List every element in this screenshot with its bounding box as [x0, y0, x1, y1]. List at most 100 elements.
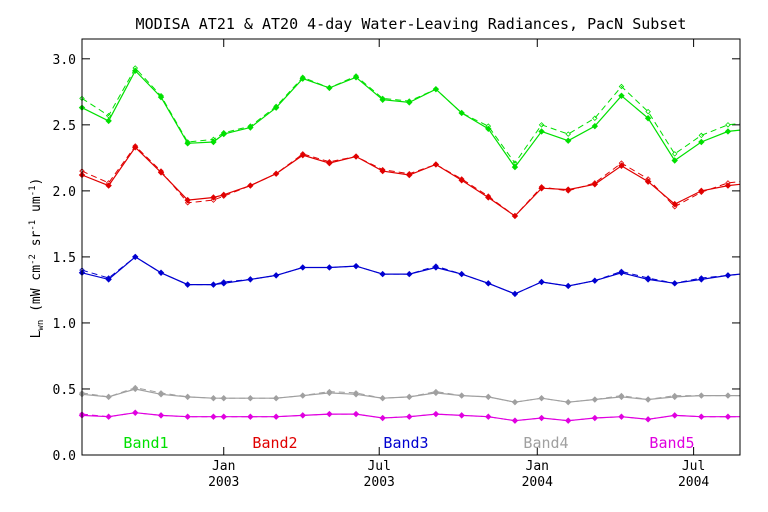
band3-dashed-point: [698, 275, 705, 281]
band4-dashed-point: [210, 395, 217, 401]
band5-dashed-point: [326, 411, 333, 417]
band4-dashed-point: [671, 392, 678, 399]
band4-dashed-point: [698, 392, 705, 399]
band3-dashed-point: [433, 263, 439, 269]
band1-point: [724, 128, 732, 135]
band2-dashed-point: [698, 189, 705, 195]
band5-dashed-point: [132, 409, 139, 416]
band4-dashed-point: [592, 396, 598, 403]
band2-dashed-point: [273, 170, 279, 177]
band2-dashed-point: [326, 159, 333, 165]
band4-dashed-point: [645, 396, 651, 403]
band5-dashed-point: [512, 417, 518, 424]
y-tick-label: 2.5: [53, 119, 76, 134]
band4-dashed-point: [433, 388, 439, 395]
band4-dashed-point: [379, 395, 386, 401]
band2-dashed-point: [210, 197, 217, 203]
band2-dashed-point: [725, 180, 731, 186]
band5-dashed-point: [247, 413, 254, 420]
band4-dashed-point: [220, 395, 227, 401]
y-axis-label: Lwn (mW cm-2 sr-1 um-1): [28, 178, 46, 339]
band2-dashed-point: [512, 213, 518, 219]
band1-point: [105, 117, 112, 125]
band3-dashed-point: [379, 271, 386, 277]
band1-dashed-point: [353, 73, 359, 79]
band5-dashed-point: [725, 413, 731, 420]
legend-band4: Band4: [523, 434, 568, 452]
band3-dashed-point: [158, 269, 164, 276]
band4-dashed-point: [458, 392, 465, 399]
band2-dashed-point: [538, 184, 545, 190]
band5-dashed-point: [592, 415, 598, 421]
band1-point: [671, 157, 678, 164]
band4-dashed-point: [538, 395, 545, 401]
band3-dashed-point: [512, 291, 518, 297]
band5-dashed-point: [379, 415, 386, 421]
band4-dashed-point: [105, 394, 112, 400]
band5-dashed-point: [273, 413, 279, 420]
band2-dashed-point: [158, 168, 164, 174]
legend-band1: Band1: [123, 434, 168, 452]
band2-dashed-point: [299, 151, 306, 157]
band1-dashed-point: [512, 160, 518, 166]
band2-dashed-point: [132, 143, 139, 149]
x-tick-year-label: 2004: [522, 475, 553, 490]
band4-dashed-point: [273, 395, 279, 401]
plot-area: 0.00.51.01.52.02.53.0Jan2003Jul2003Jan20…: [53, 39, 741, 490]
band4-dashed-line: [81, 387, 740, 403]
band2-dashed-point: [379, 166, 386, 173]
band2-dashed-point: [247, 182, 254, 189]
band5-dashed-point: [105, 413, 112, 420]
band3-dashed-point: [725, 272, 731, 279]
band2-dashed-line: [81, 145, 741, 217]
legend-band3: Band3: [383, 434, 428, 452]
band2-dashed-point: [671, 203, 678, 210]
band4-dashed-point: [158, 390, 164, 396]
band1-point: [564, 137, 572, 144]
band1-dashed-point: [592, 115, 598, 122]
band2-dashed-point: [565, 188, 571, 194]
band1-dashed-point: [645, 108, 651, 115]
band1-dashed-point: [273, 103, 279, 110]
band1-point: [538, 128, 545, 135]
band3-dashed-point: [132, 254, 139, 260]
band3-dashed-point: [565, 283, 571, 289]
band1-dashed-point: [220, 129, 227, 136]
band3-dashed-point: [406, 271, 413, 277]
band5-dashed-point: [565, 417, 571, 424]
plot-frame: [81, 38, 741, 456]
band5-dashed-point: [433, 411, 439, 417]
band4-dashed-point: [512, 399, 518, 405]
band1-point: [511, 163, 519, 171]
band1-dashed-point: [618, 83, 625, 90]
x-tick-month-label: Jul: [682, 459, 705, 474]
band1-solid-line: [81, 69, 741, 169]
band3-dashed-point: [184, 281, 191, 288]
y-tick-label: 2.0: [53, 185, 76, 200]
band5-dashed-point: [538, 415, 545, 421]
band4-dashed-point: [406, 394, 413, 400]
band1-dashed-point: [105, 112, 112, 119]
band1-dashed-point: [247, 123, 254, 129]
band4-dashed-point: [299, 392, 306, 399]
band5-dashed-point: [485, 413, 492, 420]
band5-dashed-point: [184, 413, 191, 420]
band2-point: [564, 186, 572, 193]
band1-dashed-point: [132, 65, 139, 71]
band5-dashed-point: [220, 413, 227, 420]
band3-dashed-point: [105, 275, 112, 281]
band1-dashed-point: [326, 85, 333, 91]
band2-dashed-point: [458, 176, 465, 182]
band5-dashed-point: [353, 411, 359, 417]
band4-dashed-point: [565, 399, 571, 405]
band3-dashed-point: [671, 280, 678, 287]
band1-dashed-point: [433, 86, 439, 92]
band4-dashed-point: [618, 392, 625, 399]
band3-dashed-point: [273, 272, 279, 279]
band3-dashed-point: [247, 276, 254, 283]
x-tick-month-label: Jan: [212, 459, 235, 474]
band1-point: [644, 115, 652, 122]
x-tick-year-label: 2003: [208, 475, 239, 490]
band1-point: [591, 122, 599, 130]
